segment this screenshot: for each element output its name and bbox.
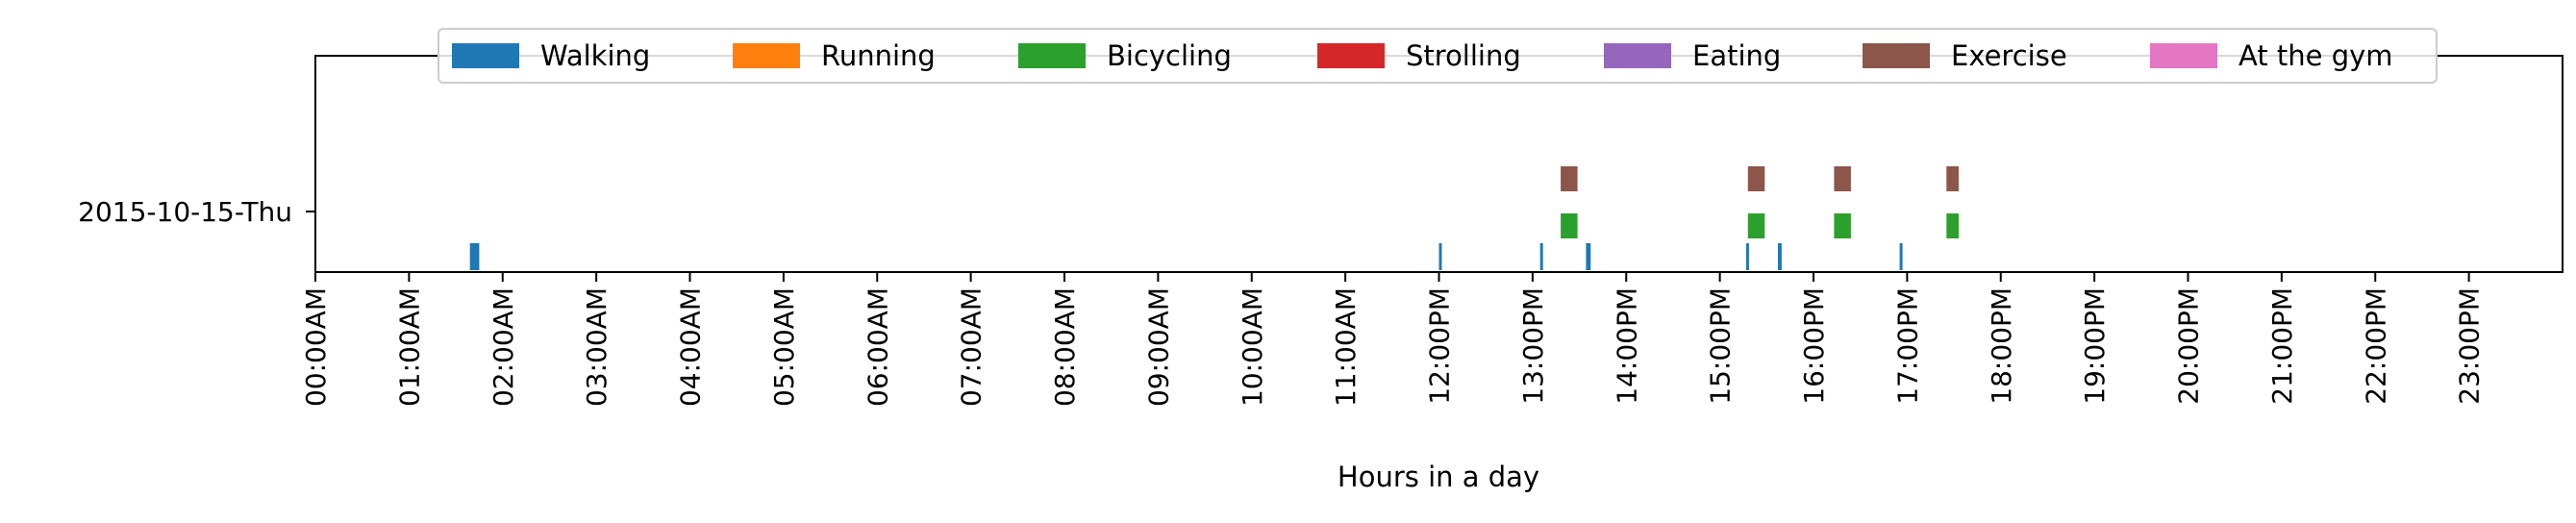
legend-swatch-running: [733, 43, 800, 68]
x-tick-label: 05:00AM: [768, 287, 800, 407]
x-axis-ticks: 00:00AM 01:00AM 02:00AM 03:00AM 04:00AM 05:00…: [300, 272, 2486, 407]
legend-label-bicycling: Bicycling: [1107, 39, 1232, 72]
y-axis-ticks: 2015-10-15-Thu: [78, 196, 315, 228]
legend-frame: [438, 28, 2438, 84]
x-tick-label: 10:00AM: [1237, 287, 1268, 407]
bicycling-bar: [1561, 213, 1578, 238]
walking-bar: [1778, 243, 1782, 270]
bicycling-bar: [1946, 213, 1959, 238]
legend-label-strolling: Strolling: [1406, 39, 1521, 72]
legend: Walking Running Bicycling Strolling Eating Ex…: [438, 28, 2438, 84]
walking-bar: [1745, 243, 1749, 270]
walking-bar: [1539, 243, 1543, 270]
x-tick-label: 16:00PM: [1798, 287, 1830, 405]
legend-swatch-at-the-gym: [2150, 43, 2217, 68]
x-tick-label: 12:00PM: [1424, 287, 1456, 405]
legend-label-walking: Walking: [540, 39, 650, 72]
exercise-bar: [1747, 166, 1765, 191]
x-tick-label: 11:00AM: [1330, 287, 1362, 407]
x-tick-label: 08:00AM: [1049, 287, 1081, 407]
x-tick-label: 15:00PM: [1705, 287, 1737, 405]
x-tick-label: 19:00PM: [2079, 287, 2111, 405]
x-tick-label: 04:00AM: [675, 287, 707, 407]
x-tick-label: 01:00AM: [393, 287, 425, 407]
walking-bar: [1586, 243, 1591, 270]
x-tick-label: 13:00PM: [1517, 287, 1549, 405]
legend-swatch-exercise: [1863, 43, 1930, 68]
exercise-bar: [1946, 166, 1959, 191]
exercise-bar: [1561, 166, 1578, 191]
legend-label-eating: Eating: [1692, 39, 1781, 72]
x-tick-label: 09:00AM: [1142, 287, 1174, 407]
x-tick-label: 14:00PM: [1611, 287, 1642, 405]
x-tick-label: 18:00PM: [1986, 287, 2017, 405]
x-tick-label: 03:00AM: [581, 287, 613, 407]
x-tick-label: 21:00PM: [2266, 287, 2298, 405]
x-tick-label: 17:00PM: [1891, 287, 1923, 405]
x-tick-label: 07:00AM: [956, 287, 988, 407]
x-axis-label: Hours in a day: [1338, 461, 1539, 493]
walking-bar: [1899, 243, 1903, 270]
legend-swatch-strolling: [1317, 43, 1385, 68]
x-tick-label: 20:00PM: [2173, 287, 2205, 405]
bicycling-bar: [1834, 213, 1851, 238]
plot-area: [314, 55, 2563, 273]
x-tick-label: 06:00AM: [862, 287, 893, 407]
x-tick-label: 02:00AM: [488, 287, 519, 407]
walking-bar: [1438, 243, 1442, 270]
walking-bar: [469, 243, 480, 270]
y-tick-label: 2015-10-15-Thu: [78, 196, 292, 228]
x-tick-label: 22:00PM: [2360, 287, 2391, 405]
bicycling-bar: [1747, 213, 1765, 238]
legend-label-running: Running: [821, 39, 936, 72]
legend-swatch-eating: [1604, 43, 1671, 68]
legend-swatch-walking: [452, 43, 519, 68]
legend-label-at-the-gym: At the gym: [2238, 39, 2393, 72]
legend-swatch-bicycling: [1018, 43, 1086, 68]
x-tick-label: 23:00PM: [2454, 287, 2486, 405]
activity-bars: [469, 166, 1959, 270]
x-tick-label: 00:00AM: [300, 287, 332, 407]
exercise-bar: [1834, 166, 1851, 191]
legend-label-exercise: Exercise: [1951, 39, 2067, 72]
